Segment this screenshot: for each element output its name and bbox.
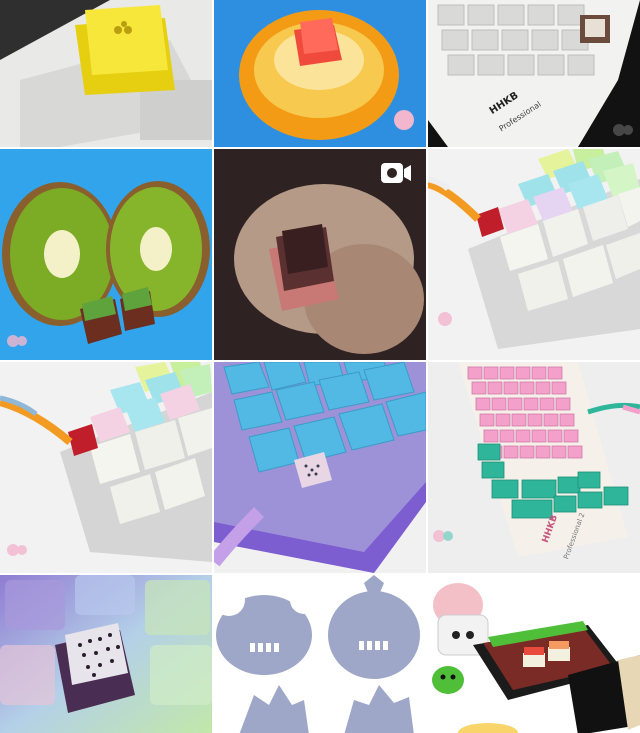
tile-pastel-keyboard-2[interactable]: [0, 362, 212, 573]
tile-hhkb-keyboard[interactable]: HHKB Professional: [428, 0, 640, 147]
yellow-keycap-image: [0, 0, 212, 147]
tile-blue-keyboard[interactable]: [214, 362, 426, 573]
mascot-watermark-icon: [434, 308, 456, 330]
tile-mascot-silhouettes[interactable]: [214, 575, 426, 733]
video-camera-icon: [380, 161, 412, 185]
mascot-watermark-icon: [432, 525, 454, 547]
tile-pink-teal-keyboard[interactable]: HHKB Professional 2: [428, 362, 640, 573]
mascot-watermark-icon: [6, 539, 28, 561]
hhkb-keyboard-image: [428, 0, 640, 147]
tile-hand-keycap-video[interactable]: [214, 149, 426, 360]
dragonfruit-keycap-image: [0, 575, 212, 733]
pastel-keyboard-2-image: [0, 362, 212, 573]
mascot-silhouettes-image: [214, 575, 426, 733]
mascot-watermark-icon: [612, 119, 634, 141]
tile-orange-keycap[interactable]: [214, 0, 426, 147]
tile-pastel-keyboard[interactable]: [428, 149, 640, 360]
sushi-box-image: [428, 575, 640, 733]
orange-keycap-image: [214, 0, 426, 147]
pastel-keyboard-image: [428, 149, 640, 360]
mascot-watermark-icon: [6, 330, 28, 352]
kiwi-keycap-image: [0, 149, 212, 360]
tile-dragonfruit-keycap[interactable]: [0, 575, 212, 733]
tile-yellow-keycap[interactable]: [0, 0, 212, 147]
tile-kiwi-keycap[interactable]: [0, 149, 212, 360]
pink-teal-keyboard-image: [428, 362, 640, 573]
blue-keyboard-image: [214, 362, 426, 573]
hand-keycap-image: [214, 149, 426, 360]
tile-sushi-box[interactable]: [428, 575, 640, 733]
